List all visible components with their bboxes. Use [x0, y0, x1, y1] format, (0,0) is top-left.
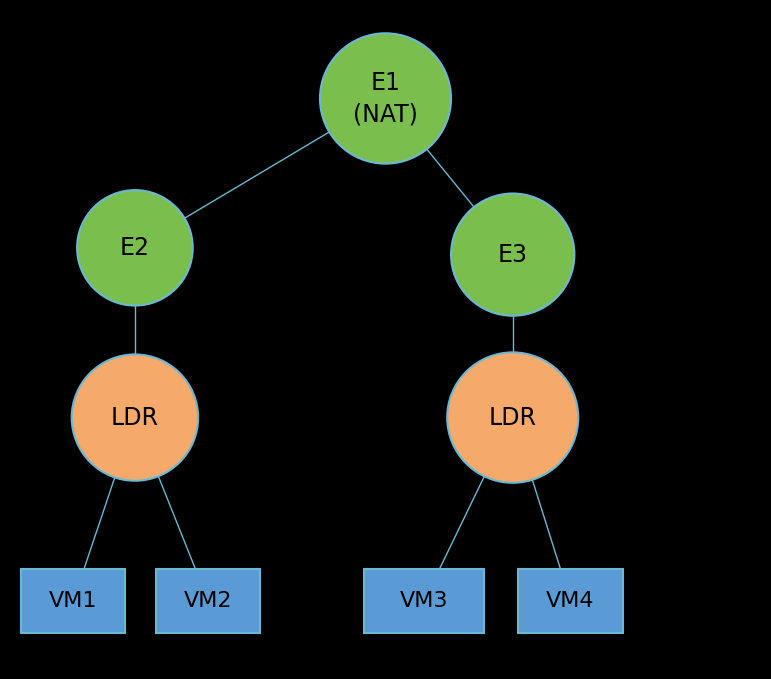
Text: E2: E2 [120, 236, 150, 260]
Text: LDR: LDR [111, 405, 159, 430]
Ellipse shape [447, 352, 578, 483]
Text: VM3: VM3 [400, 591, 448, 611]
FancyBboxPatch shape [364, 569, 484, 633]
FancyBboxPatch shape [156, 569, 261, 633]
Ellipse shape [451, 194, 574, 316]
Text: VM1: VM1 [49, 591, 97, 611]
FancyBboxPatch shape [21, 569, 125, 633]
Text: LDR: LDR [489, 405, 537, 430]
Text: VM2: VM2 [184, 591, 232, 611]
Text: E1
(NAT): E1 (NAT) [353, 71, 418, 126]
Ellipse shape [320, 33, 451, 164]
Text: E3: E3 [498, 242, 527, 267]
Text: VM4: VM4 [547, 591, 594, 611]
Ellipse shape [72, 354, 198, 481]
FancyBboxPatch shape [518, 569, 623, 633]
Ellipse shape [77, 190, 193, 306]
